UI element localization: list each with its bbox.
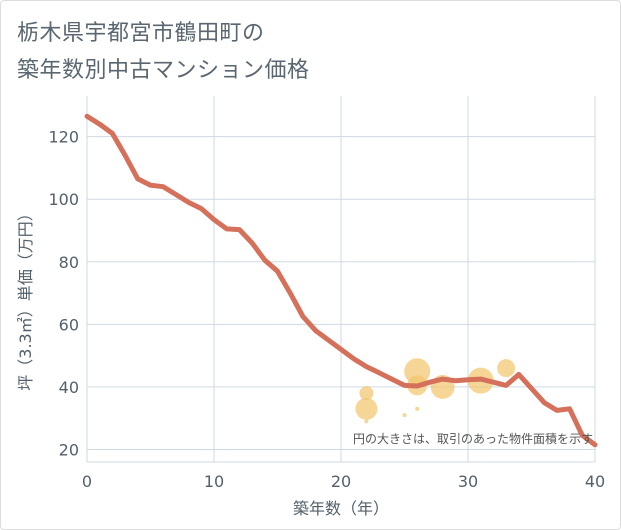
y-tick-label: 20 xyxy=(59,440,79,459)
data-bubble xyxy=(402,413,407,418)
data-bubble xyxy=(359,386,374,401)
data-bubble xyxy=(355,397,378,420)
data-bubble xyxy=(364,419,369,424)
x-tick-label: 20 xyxy=(331,472,351,491)
x-tick-label: 10 xyxy=(204,472,224,491)
x-axis-label: 築年数（年） xyxy=(293,499,389,518)
bubble-size-note: 円の大きさは、取引のあった物件面積を示す xyxy=(353,431,593,446)
y-tick-label: 80 xyxy=(59,253,79,272)
price-line xyxy=(84,113,598,448)
data-bubble xyxy=(497,359,516,378)
line-layer xyxy=(84,113,598,448)
chart-title-line-1: 栃木県宇都宮市鶴田町の xyxy=(17,21,265,46)
bubble-layer xyxy=(355,358,516,424)
y-tick-label: 100 xyxy=(48,190,79,209)
y-tick-label: 120 xyxy=(48,128,79,147)
data-bubble xyxy=(415,406,420,411)
grid-layer xyxy=(86,96,596,462)
chart-title-line-2: 築年数別中古マンション価格 xyxy=(17,58,310,83)
y-axis-label: 坪（3.3㎡）単価（万円） xyxy=(16,205,35,390)
plot-frame xyxy=(86,96,595,463)
chart-title: 栃木県宇都宮市鶴田町の 築年数別中古マンション価格 xyxy=(17,15,310,89)
x-tick-label: 30 xyxy=(458,472,478,491)
x-tick-label: 40 xyxy=(585,472,605,491)
tick-layer: 20 40 60 80 100 120 0 10 20 30 40 xyxy=(48,128,605,491)
y-tick-label: 60 xyxy=(59,315,79,334)
y-tick-label: 40 xyxy=(59,378,79,397)
x-tick-label: 0 xyxy=(82,472,92,491)
